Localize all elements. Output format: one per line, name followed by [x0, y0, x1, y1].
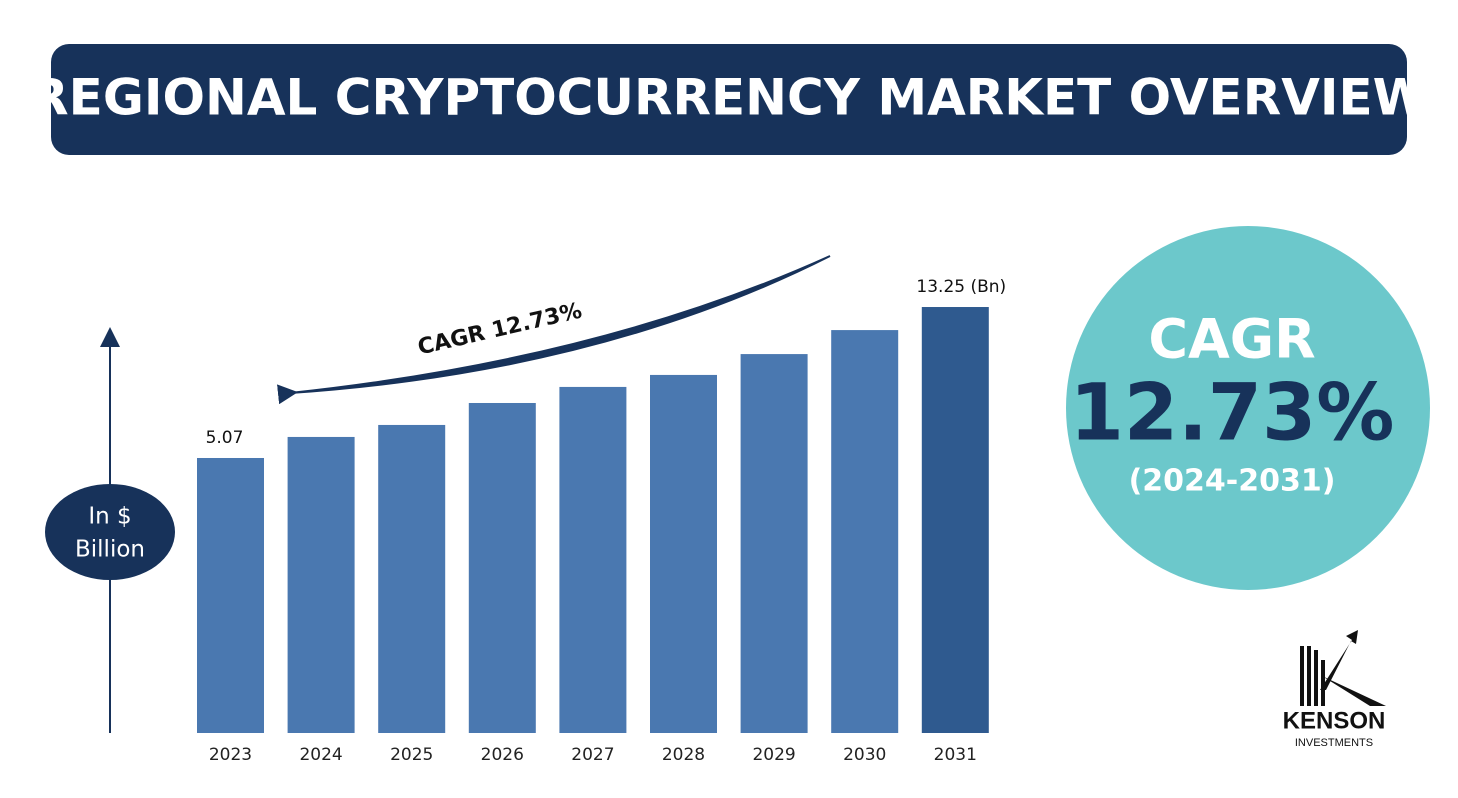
cagr-period: (2024-2031) [1129, 464, 1336, 499]
x-tick-label: 2029 [752, 745, 795, 765]
cagr-value: 12.73% [1070, 368, 1395, 458]
x-tick-label: 2027 [571, 745, 614, 765]
x-tick-label: 2028 [662, 745, 705, 765]
chart-title: REGIONAL CRYPTOCURRENCY MARKET OVERVIEW [30, 69, 1428, 127]
bar [287, 436, 355, 733]
bar [650, 374, 717, 733]
bar [831, 330, 899, 733]
cagr-circle [1066, 226, 1430, 590]
title-banner [51, 44, 1407, 155]
bar [378, 424, 446, 733]
x-tick-label: 2023 [209, 745, 252, 765]
unit-badge [45, 484, 175, 580]
unit-label: Billion [75, 537, 145, 563]
x-tick-label: 2025 [390, 745, 433, 765]
logo [1300, 630, 1386, 706]
x-tick-label: 2024 [299, 745, 342, 765]
unit-label: In $ [88, 504, 131, 530]
x-tick-label: 2026 [481, 745, 524, 765]
brand-sub: INVESTMENTS [1295, 737, 1373, 749]
bar [559, 386, 627, 733]
x-tick-label: 2030 [843, 745, 886, 765]
bar [921, 307, 989, 733]
brand-name: KENSON [1283, 707, 1386, 734]
bar [468, 402, 536, 733]
data-label: 5.07 [206, 428, 244, 448]
bar [197, 457, 264, 733]
x-tick-label: 2031 [934, 745, 977, 765]
data-label: 13.25 (Bn) [916, 277, 1006, 297]
trend-arrow [290, 255, 831, 393]
cagr-title: CAGR [1148, 308, 1315, 371]
bar [740, 354, 808, 733]
